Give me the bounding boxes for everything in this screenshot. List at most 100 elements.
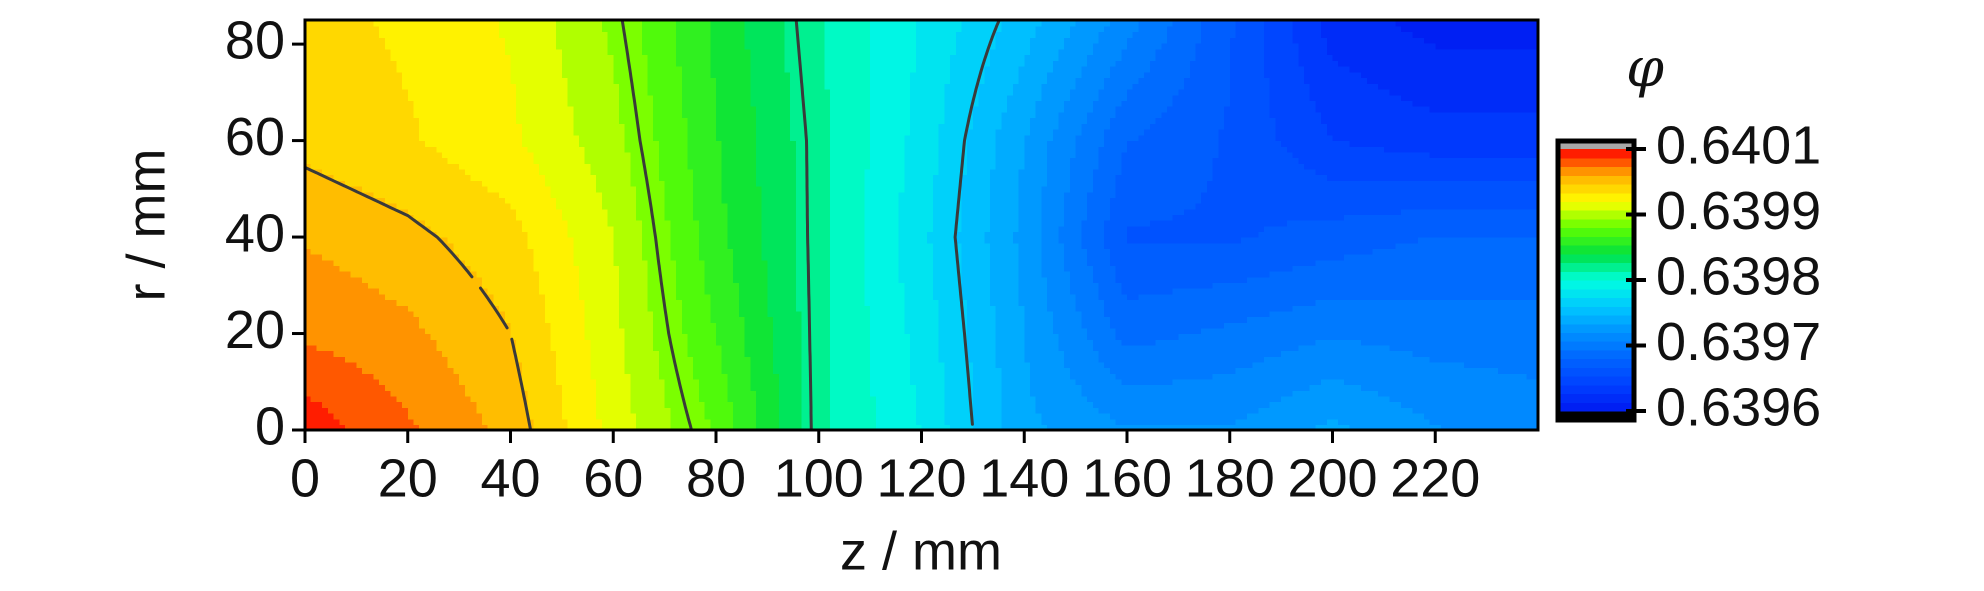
contour-cell	[1218, 390, 1225, 397]
contour-cell	[744, 384, 751, 391]
contour-cell	[396, 265, 403, 272]
contour-cell	[539, 271, 546, 278]
contour-cell	[1338, 384, 1345, 391]
contour-cell	[864, 390, 871, 397]
contour-cell	[761, 418, 768, 425]
contour-cell	[1081, 424, 1088, 431]
contour-cell	[419, 271, 426, 278]
contour-cell	[521, 254, 529, 261]
contour-cell	[333, 316, 340, 323]
contour-cell	[384, 407, 392, 414]
contour-cell	[716, 412, 723, 420]
contour-cell	[1366, 395, 1374, 403]
contour-cell	[1264, 424, 1271, 431]
contour-cell	[384, 248, 392, 255]
contour-cell	[316, 339, 323, 346]
contour-cell	[847, 424, 854, 431]
contour-cell	[436, 288, 443, 295]
contour-cell	[493, 254, 500, 261]
contour-cell	[670, 293, 677, 301]
contour-cell	[1526, 356, 1533, 363]
contour-cell	[1526, 361, 1533, 369]
contour-cell	[910, 412, 917, 420]
contour-cell	[459, 293, 466, 301]
contour-cell	[1486, 390, 1493, 397]
contour-cell	[493, 378, 500, 386]
contour-cell	[1446, 407, 1453, 414]
contour-cell	[1486, 373, 1493, 380]
contour-cell	[1292, 424, 1299, 431]
contour-cell	[932, 390, 940, 397]
contour-cell	[1498, 378, 1505, 386]
contour-cell	[818, 373, 826, 380]
contour-cell	[561, 237, 569, 244]
contour-cell	[647, 276, 654, 284]
contour-cell	[647, 327, 654, 335]
contour-cell	[1492, 384, 1499, 391]
contour-cell	[1475, 424, 1482, 431]
contour-cell	[516, 299, 523, 306]
contour-cell	[367, 407, 375, 414]
contour-cell	[676, 412, 683, 420]
contour-cell	[442, 237, 449, 244]
contour-cell	[316, 424, 323, 431]
contour-cell	[367, 350, 375, 357]
contour-cell	[1235, 344, 1242, 352]
contour-cell	[436, 254, 443, 261]
contour-cell	[464, 344, 472, 352]
contour-cell	[938, 333, 945, 340]
contour-cell	[476, 322, 483, 329]
contour-cell	[1092, 373, 1100, 380]
contour-cell	[1127, 418, 1134, 425]
contour-cell	[607, 322, 614, 329]
contour-cell	[550, 344, 557, 352]
contour-cell	[687, 237, 694, 244]
contour-cell	[613, 288, 620, 295]
contour-cell	[1069, 361, 1077, 369]
contour-cell	[693, 282, 700, 289]
contour-cell	[1229, 350, 1237, 357]
contour-cell	[459, 265, 466, 272]
contour-cell	[1355, 333, 1362, 340]
contour-cell	[1498, 424, 1505, 431]
contour-cell	[1246, 344, 1254, 352]
contour-cell	[1492, 390, 1499, 397]
contour-cell	[950, 384, 957, 391]
contour-cell	[1069, 333, 1077, 340]
contour-cell	[693, 361, 700, 369]
contour-cell	[424, 288, 432, 295]
contour-cell	[613, 390, 620, 397]
contour-cell	[944, 401, 951, 408]
contour-cell	[1166, 412, 1174, 420]
contour-cell	[1041, 367, 1048, 374]
contour-cell	[407, 271, 415, 278]
contour-cell	[658, 344, 666, 352]
contour-cell	[704, 424, 711, 431]
contour-cell	[504, 395, 512, 403]
contour-cell	[1075, 412, 1082, 420]
contour-cell	[396, 237, 403, 244]
contour-cell	[464, 356, 472, 363]
contour-cell	[910, 407, 917, 414]
contour-cell	[1349, 401, 1356, 408]
contour-cell	[310, 305, 318, 312]
contour-cell	[487, 418, 494, 425]
contour-cell	[316, 282, 323, 289]
contour-cell	[1229, 356, 1237, 363]
contour-cell	[944, 356, 951, 363]
contour-cell	[396, 282, 403, 289]
contour-cell	[402, 248, 409, 255]
contour-cell	[1166, 407, 1174, 414]
contour-cell	[1092, 344, 1100, 352]
contour-cell	[379, 390, 386, 397]
contour-cell	[442, 384, 449, 391]
contour-cell	[396, 299, 403, 306]
contour-cell	[813, 367, 820, 374]
contour-cell	[1184, 401, 1191, 408]
contour-cell	[396, 424, 403, 431]
contour-cell	[367, 237, 375, 244]
contour-cell	[1503, 401, 1511, 408]
contour-cell	[373, 310, 380, 318]
contour-cell	[470, 424, 477, 431]
contour-cell	[305, 378, 312, 386]
